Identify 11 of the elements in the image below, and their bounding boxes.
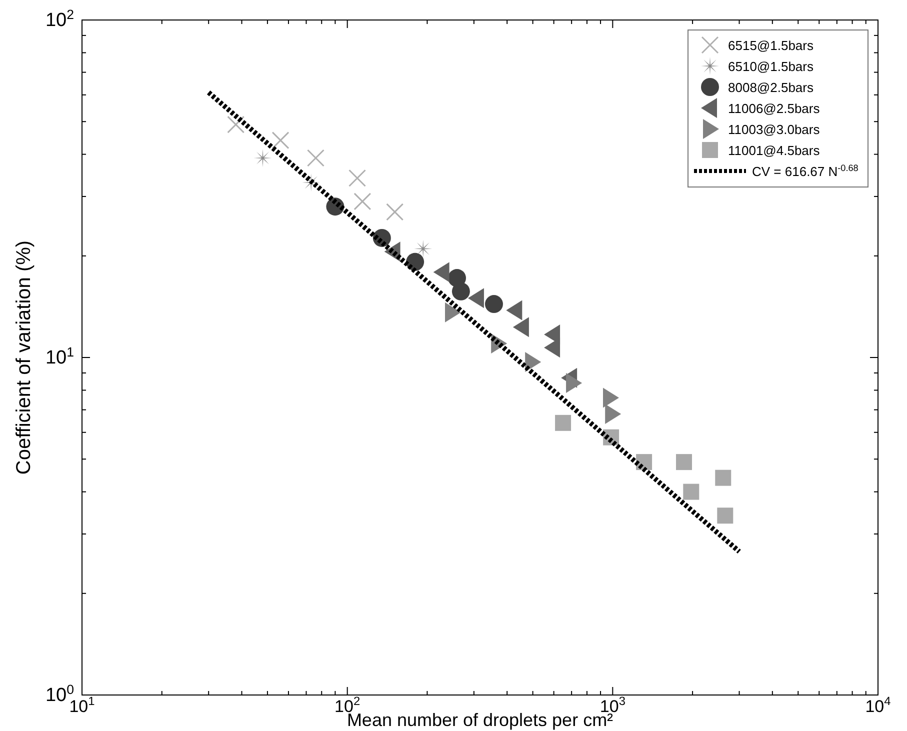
legend-label: 6510@1.5bars	[728, 59, 814, 74]
legend-label: 6515@1.5bars	[728, 38, 814, 53]
legend-label: 11001@4.5bars	[728, 143, 820, 158]
y-axis-title: Coefficient of variation (%)	[13, 240, 35, 475]
legend-label: 11003@3.0bars	[728, 122, 820, 137]
legend-label: CV = 616.67 N$^{-0.68}$	[752, 163, 858, 179]
y-tick-label: 10$^{2}$	[45, 6, 74, 31]
x-tick-label: 10$^{4}$	[865, 694, 892, 716]
legend-label: 8008@2.5bars	[728, 80, 814, 95]
y-tick-label: 10$^{1}$	[45, 344, 74, 368]
legend-label: 11006@2.5bars	[728, 101, 820, 116]
